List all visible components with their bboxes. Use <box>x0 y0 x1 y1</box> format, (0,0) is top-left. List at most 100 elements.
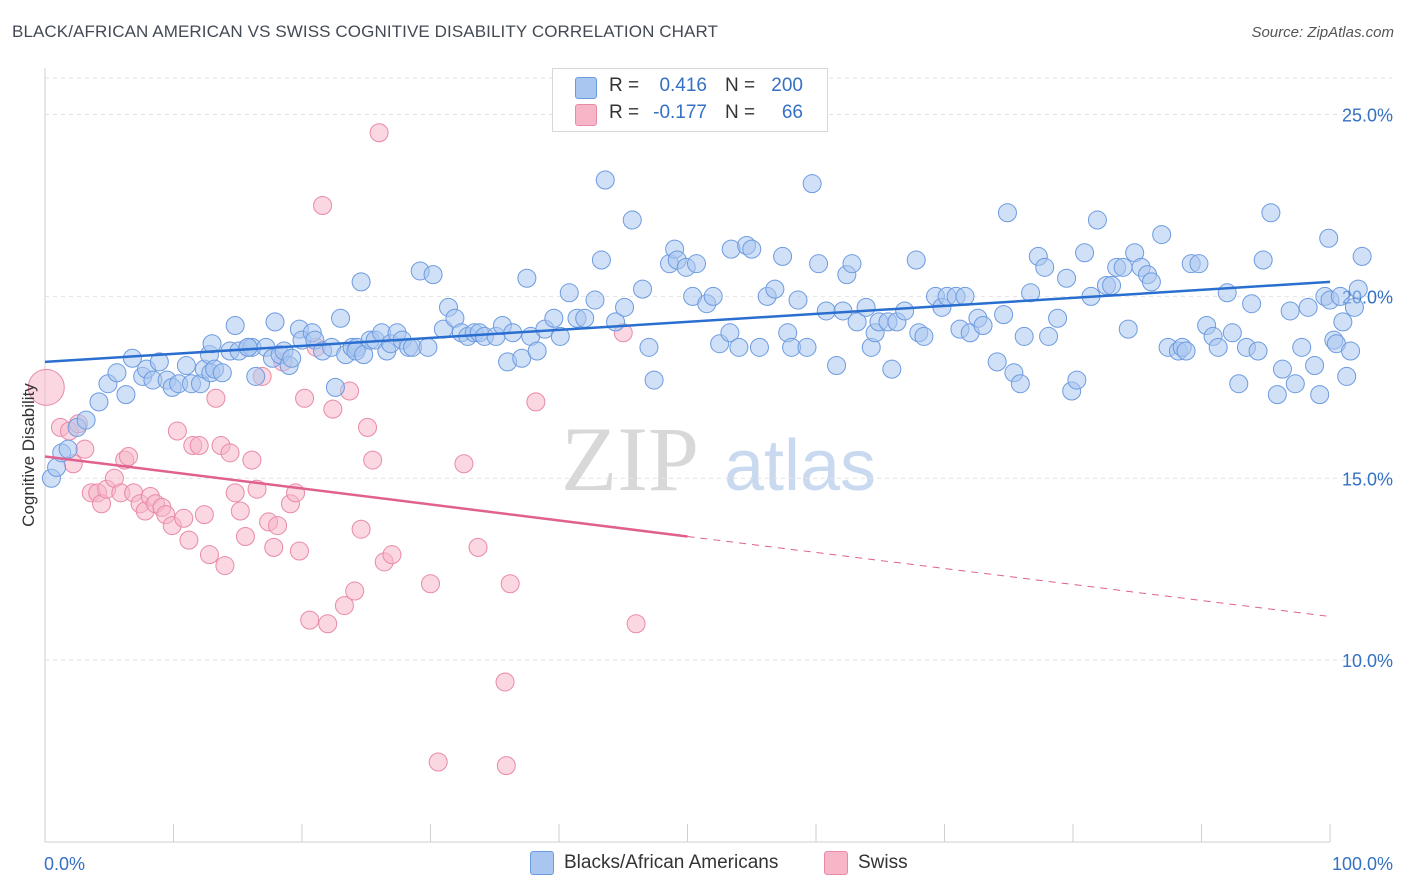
legend-n-value: 66 <box>781 102 803 123</box>
watermark-zip: ZIP <box>561 408 699 510</box>
series-legend-swiss: Swiss <box>824 851 908 875</box>
swiss-point <box>468 537 488 557</box>
swiss-point <box>199 545 219 565</box>
swiss-point <box>179 530 199 550</box>
black-african-american-point <box>1222 323 1242 343</box>
x-tick-label-max: 100.0% <box>1332 854 1393 874</box>
swiss-point <box>382 545 402 565</box>
swiss-point <box>225 483 245 503</box>
legend-n-label: N = <box>725 75 756 96</box>
black-african-american-point <box>176 356 196 376</box>
black-african-american-point <box>1229 374 1249 394</box>
black-african-american-point <box>246 366 266 386</box>
black-african-american-point <box>544 308 564 328</box>
black-african-american-point <box>1113 257 1133 277</box>
black-african-american-point <box>76 410 96 430</box>
black-african-american-point <box>58 439 78 459</box>
black-african-american-point <box>116 385 136 405</box>
swiss-point <box>300 610 320 630</box>
black-african-american-point <box>517 268 537 288</box>
black-african-american-point <box>856 297 876 317</box>
black-african-american-point <box>639 337 659 357</box>
chart-title: BLACK/AFRICAN AMERICAN VS SWISS COGNITIV… <box>12 22 719 41</box>
swiss-point <box>119 446 139 466</box>
black-african-american-point <box>788 290 808 310</box>
black-african-american-point <box>721 239 741 259</box>
trend-lines <box>44 280 1331 617</box>
black-african-american-point <box>882 359 902 379</box>
black-african-american-point <box>1208 337 1228 357</box>
black-african-american-point <box>955 286 975 306</box>
black-african-american-point <box>842 254 862 274</box>
black-african-american-point <box>1272 359 1292 379</box>
watermark-atlas: atlas <box>724 426 876 506</box>
swiss-point <box>323 399 343 419</box>
swiss-point <box>27 368 65 406</box>
legend-n-value: 200 <box>771 75 803 96</box>
black-african-american-point <box>238 337 258 357</box>
black-african-american-point <box>575 308 595 328</box>
black-african-american-point <box>1087 210 1107 230</box>
swiss-point <box>189 436 209 456</box>
black-african-american-point <box>1348 279 1368 299</box>
black-african-american-point <box>703 286 723 306</box>
swiss-point <box>363 450 383 470</box>
swiss-point <box>334 596 354 616</box>
black-african-american-point <box>615 297 635 317</box>
stats-legend: R = 0.416 N = 200 R = -0.177 N = 66 <box>552 68 828 132</box>
swiss-point <box>428 752 448 772</box>
black-african-american-point <box>686 254 706 274</box>
black-african-american-point <box>973 316 993 336</box>
black-african-american-point <box>1035 257 1055 277</box>
swiss-point <box>496 756 516 776</box>
black-african-american-point <box>1176 341 1196 361</box>
swiss-point <box>345 581 365 601</box>
black-african-american-point <box>423 265 443 285</box>
black-african-american-point <box>1189 254 1209 274</box>
series-swatch-blue <box>530 851 554 875</box>
black-african-american-point <box>1248 341 1268 361</box>
black-african-american-point <box>325 377 345 397</box>
black-african-american-point <box>527 341 547 361</box>
source-label: Source: ZipAtlas.com <box>1251 24 1394 41</box>
series-legend-blacks: Blacks/African Americans <box>530 851 778 875</box>
black-african-american-point <box>1217 283 1237 303</box>
black-african-american-point <box>914 326 934 346</box>
black-african-american-point <box>994 305 1014 325</box>
black-african-american-point <box>1075 243 1095 263</box>
black-african-american-point <box>559 283 579 303</box>
swiss-point <box>351 519 371 539</box>
black-african-american-point <box>1352 246 1372 266</box>
black-african-american-point <box>1319 228 1339 248</box>
black-african-american-point <box>1285 374 1305 394</box>
black-african-american-points <box>41 170 1372 488</box>
black-african-american-point <box>1337 366 1357 386</box>
swiss-point <box>206 388 226 408</box>
black-african-american-point <box>418 337 438 357</box>
black-african-american-point <box>1333 312 1353 332</box>
black-african-american-point <box>1261 203 1281 223</box>
black-african-american-point <box>1305 356 1325 376</box>
black-african-american-point <box>906 250 926 270</box>
series-label-swiss: Swiss <box>858 852 908 873</box>
swiss-point <box>626 614 646 634</box>
swiss-trend-line <box>44 455 688 538</box>
black-african-american-point <box>742 239 762 259</box>
legend-r-label: R = <box>609 75 640 96</box>
black-african-american-point <box>1292 337 1312 357</box>
swiss-point <box>495 672 515 692</box>
black-african-american-point <box>997 203 1017 223</box>
swiss-point <box>220 443 240 463</box>
black-african-american-point <box>802 174 822 194</box>
black-african-american-point <box>1014 326 1034 346</box>
black-african-american-point <box>622 210 642 230</box>
series-label-blacks: Blacks/African Americans <box>564 852 779 873</box>
series-swatch-pink <box>824 851 848 875</box>
black-african-american-point <box>1039 326 1059 346</box>
black-african-american-point <box>827 356 847 376</box>
swiss-point <box>230 501 250 521</box>
blacks-trend-line <box>44 280 1331 364</box>
swiss-point <box>264 537 284 557</box>
swiss-point <box>313 195 333 215</box>
black-african-american-point <box>749 337 769 357</box>
